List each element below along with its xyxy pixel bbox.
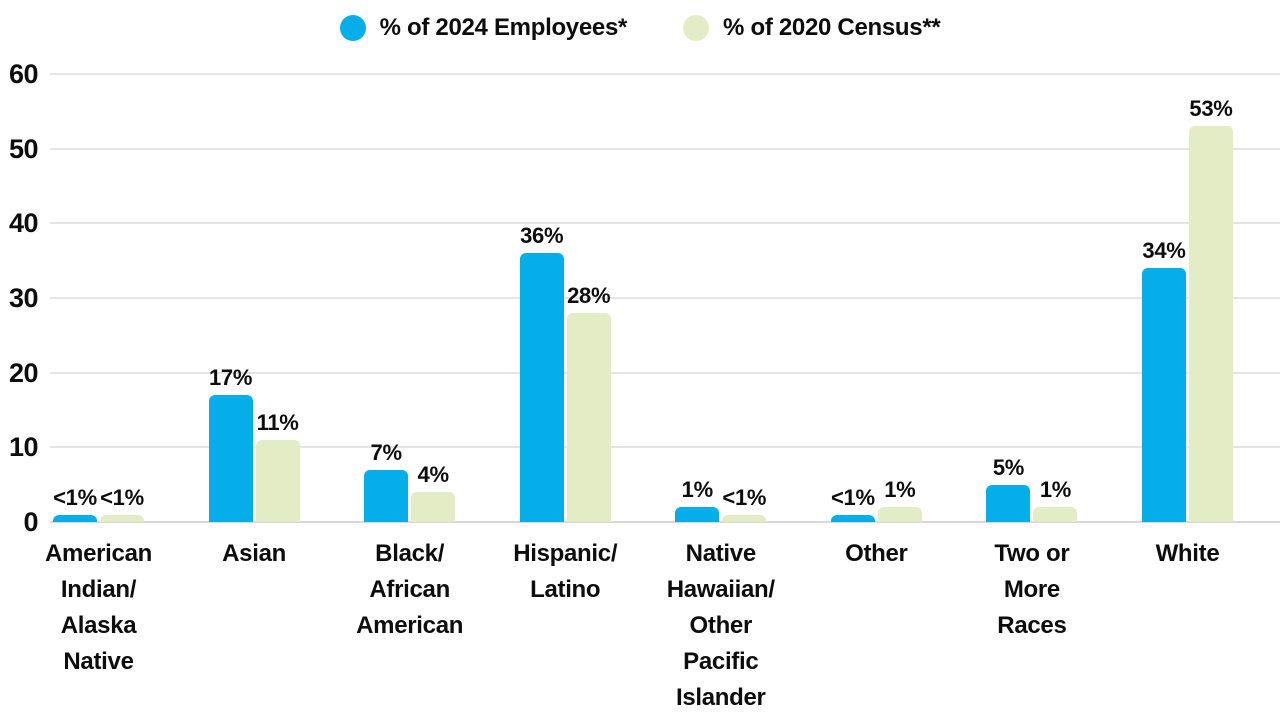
bar-employees-3: [364, 469, 409, 522]
bar-employees-4: [519, 253, 564, 522]
bar-value-label: 34%: [1142, 238, 1186, 264]
bar-census-5: [722, 514, 767, 522]
bar-value-label: 5%: [992, 454, 1025, 480]
legend-label-employees: % of 2024 Employees*: [379, 14, 628, 41]
bar-census-1: [100, 514, 144, 522]
bar-value-label: <1%: [830, 484, 875, 510]
bar-value-label: 1%: [681, 477, 714, 503]
legend-item-census: % of 2020 Census**: [683, 14, 941, 42]
gridline-50: [50, 147, 1280, 150]
bar-value-label: 1%: [1039, 477, 1072, 503]
y-axis-tick-label-20: 20: [8, 357, 39, 388]
x-axis-category-label-7: Two or More Races: [994, 540, 1070, 639]
y-axis-tick-label-0: 0: [23, 507, 38, 537]
x-axis-category-label-4: Hispanic/ Latino: [513, 540, 618, 603]
legend-dot-employees-icon: [339, 15, 366, 41]
x-axis-category-label-1: American Indian/ Alaska Native: [45, 540, 152, 675]
x-axis-category-label-3: Black/ African American: [356, 540, 464, 639]
bar-employees-2: [208, 395, 253, 522]
bar-census-8: [1188, 126, 1233, 522]
bar-value-label: 1%: [884, 477, 916, 503]
bar-census-6: [877, 507, 922, 522]
bar-value-label: 53%: [1189, 96, 1233, 122]
bar-value-label: 4%: [417, 462, 450, 488]
gridline-40: [50, 222, 1280, 225]
y-axis-tick-label-60: 60: [8, 58, 39, 89]
bar-employees-8: [1141, 268, 1186, 522]
bar-employees-5: [675, 507, 720, 522]
bar-value-label: 36%: [520, 223, 564, 249]
bar-value-label: 28%: [567, 282, 611, 308]
legend-label-census: % of 2020 Census**: [723, 14, 941, 41]
gridline-30: [50, 296, 1280, 299]
bar-census-7: [1033, 507, 1078, 522]
x-axis-category-label-5: Native Hawaiian/ Other Pacific Islander: [666, 540, 775, 711]
bar-value-label: <1%: [100, 484, 144, 510]
y-axis-tick-label-40: 40: [8, 208, 39, 239]
gridline-10: [50, 446, 1280, 449]
bar-census-2: [255, 439, 300, 522]
gridline-60: [50, 72, 1280, 75]
bar-employees-1: [53, 514, 97, 522]
y-axis-tick-label-30: 30: [8, 282, 39, 313]
legend-dot-census-icon: [683, 15, 710, 41]
y-axis-tick-label-50: 50: [8, 133, 39, 164]
legend: % of 2024 Employees* % of 2020 Census**: [0, 8, 1280, 48]
x-axis-category-label-6: Other: [845, 540, 908, 567]
bar-employees-6: [830, 514, 875, 522]
legend-item-employees: % of 2024 Employees*: [339, 14, 628, 42]
bar-value-label: 7%: [370, 439, 403, 465]
bar-census-3: [411, 492, 456, 522]
bar-census-4: [566, 312, 611, 522]
x-axis-category-label-8: White: [1155, 540, 1220, 567]
bar-employees-7: [986, 484, 1031, 522]
bar-value-label: 17%: [208, 365, 253, 391]
bar-value-label: <1%: [722, 484, 767, 510]
gridline-20: [50, 371, 1280, 374]
y-axis-tick-label-10: 10: [8, 432, 39, 463]
gridline-0: [50, 521, 1280, 523]
x-axis-category-label-2: Asian: [222, 540, 286, 567]
bar-value-label: 11%: [256, 409, 299, 435]
bar-value-label: <1%: [53, 484, 97, 510]
